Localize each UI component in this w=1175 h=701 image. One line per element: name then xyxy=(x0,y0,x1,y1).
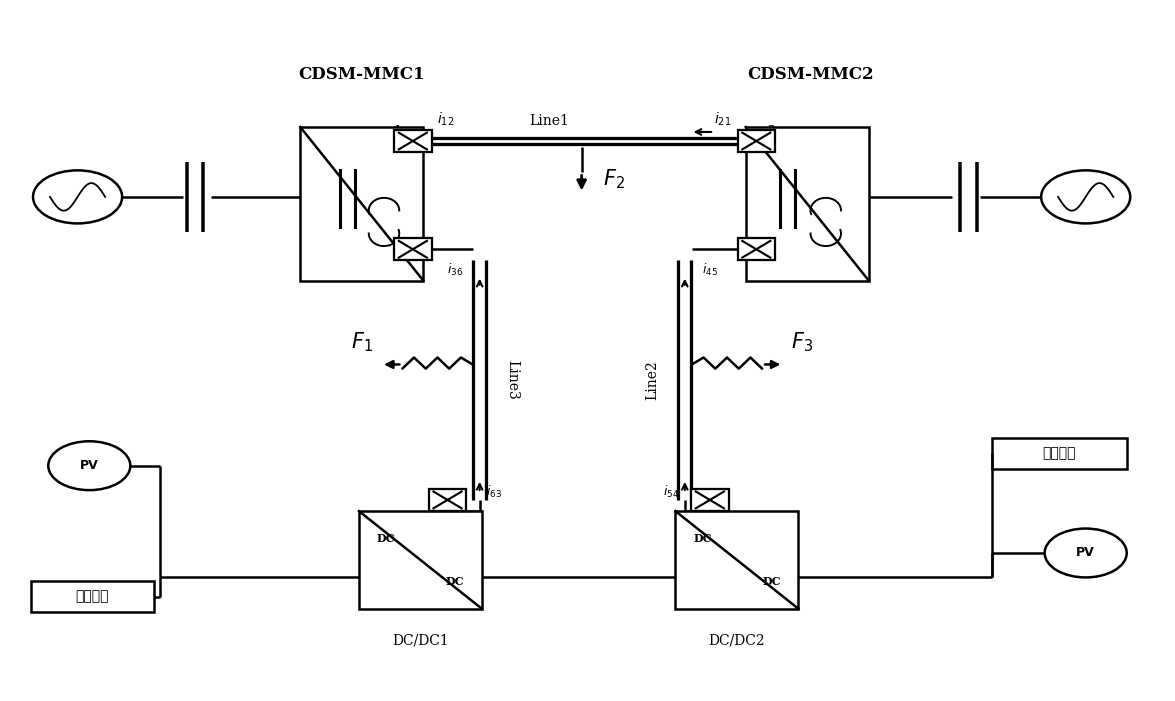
Text: $i_{45}$: $i_{45}$ xyxy=(703,262,718,278)
Text: $i_{21}$: $i_{21}$ xyxy=(714,111,732,128)
Text: $i_{12}$: $i_{12}$ xyxy=(437,111,455,128)
Bar xyxy=(394,130,431,152)
Text: $i_{36}$: $i_{36}$ xyxy=(446,262,463,278)
Text: 储能装置: 储能装置 xyxy=(1042,447,1076,461)
Bar xyxy=(429,489,466,511)
Text: $F_2$: $F_2$ xyxy=(603,168,625,191)
Circle shape xyxy=(33,170,122,224)
Text: $i_{54}$: $i_{54}$ xyxy=(663,484,679,500)
Text: DC: DC xyxy=(445,576,464,587)
Bar xyxy=(394,238,431,261)
Text: DC/DC2: DC/DC2 xyxy=(709,633,765,647)
Text: 2: 2 xyxy=(767,125,776,135)
Text: DC: DC xyxy=(693,533,712,544)
Circle shape xyxy=(1041,170,1130,224)
Circle shape xyxy=(1045,529,1127,578)
Text: PV: PV xyxy=(80,459,99,472)
Bar xyxy=(691,489,728,511)
Text: 直流负荷: 直流负荷 xyxy=(75,590,109,604)
Text: DC/DC1: DC/DC1 xyxy=(392,633,449,647)
Bar xyxy=(738,238,776,261)
Bar xyxy=(358,511,482,609)
Text: $F_1$: $F_1$ xyxy=(351,330,372,354)
Text: CDSM-MMC2: CDSM-MMC2 xyxy=(747,66,873,83)
Circle shape xyxy=(48,441,130,490)
Text: PV: PV xyxy=(1076,547,1095,559)
Text: Line2: Line2 xyxy=(645,360,659,400)
Text: 6: 6 xyxy=(454,496,461,508)
Text: 3: 3 xyxy=(390,236,398,247)
Text: 4: 4 xyxy=(771,236,779,247)
Text: DC: DC xyxy=(763,576,780,587)
Bar xyxy=(738,130,776,152)
Text: Line3: Line3 xyxy=(505,360,519,400)
Bar xyxy=(31,581,154,613)
Text: 5: 5 xyxy=(697,496,704,508)
Bar xyxy=(301,127,423,280)
Bar xyxy=(746,127,868,280)
Text: 1: 1 xyxy=(394,125,402,135)
Text: DC: DC xyxy=(377,533,395,544)
Text: Line1: Line1 xyxy=(530,114,570,128)
Text: $i_{63}$: $i_{63}$ xyxy=(485,484,502,500)
Text: CDSM-MMC1: CDSM-MMC1 xyxy=(298,66,424,83)
Text: $F_3$: $F_3$ xyxy=(792,330,813,354)
Bar xyxy=(992,438,1127,469)
Bar xyxy=(676,511,799,609)
